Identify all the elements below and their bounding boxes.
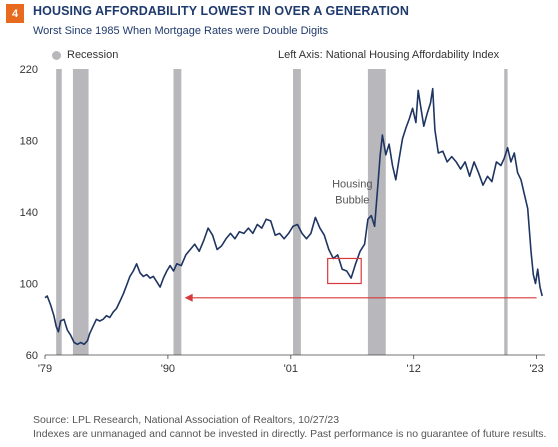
recession-band [293,69,301,355]
reference-arrow [184,293,537,302]
figure-number-badge: 4 [6,4,24,23]
x-tick-label: '01 [284,363,298,375]
y-tick-label: 180 [20,136,38,148]
recession-band [56,69,62,355]
legend: Recession [52,49,118,61]
recession-band [504,69,508,355]
chart-subtitle: Worst Since 1985 When Mortgage Rates wer… [33,25,329,37]
recession-legend-swatch [52,50,61,60]
housing-bubble-highlight-box [327,257,362,285]
disclaimer-note: Indexes are unmanaged and cannot be inve… [33,428,547,440]
y-tick-label: 220 [20,64,38,76]
x-tick-label: '90 [161,363,175,375]
recession-band [367,69,386,355]
x-axis-ticks: '79 '90 '01 '12 '23 [38,355,544,375]
housing-bubble-label-line1: Housing [332,178,372,190]
chart-title: HOUSING AFFORDABILITY LOWEST IN OVER A G… [33,4,409,18]
affordability-series-line [44,87,543,346]
source-note: Source: LPL Research, National Associati… [33,414,340,426]
recession-bands [56,69,508,355]
y-tick-label: 100 [20,279,38,291]
y-tick-label: 140 [20,207,38,219]
x-tick-label: '12 [407,363,421,375]
y-tick-label: 60 [26,350,38,362]
housing-bubble-label-line2: Bubble [335,194,369,206]
y-axis-ticks: 60 100 140 180 220 [20,64,38,362]
recession-legend-label: Recession [67,49,119,61]
x-tick-label: '23 [529,363,543,375]
left-axis-note: Left Axis: National Housing Affordabilit… [278,49,500,61]
recession-band [173,69,182,355]
recession-band [72,69,89,355]
x-tick-label: '79 [38,363,52,375]
reference-arrow-head [184,293,193,302]
